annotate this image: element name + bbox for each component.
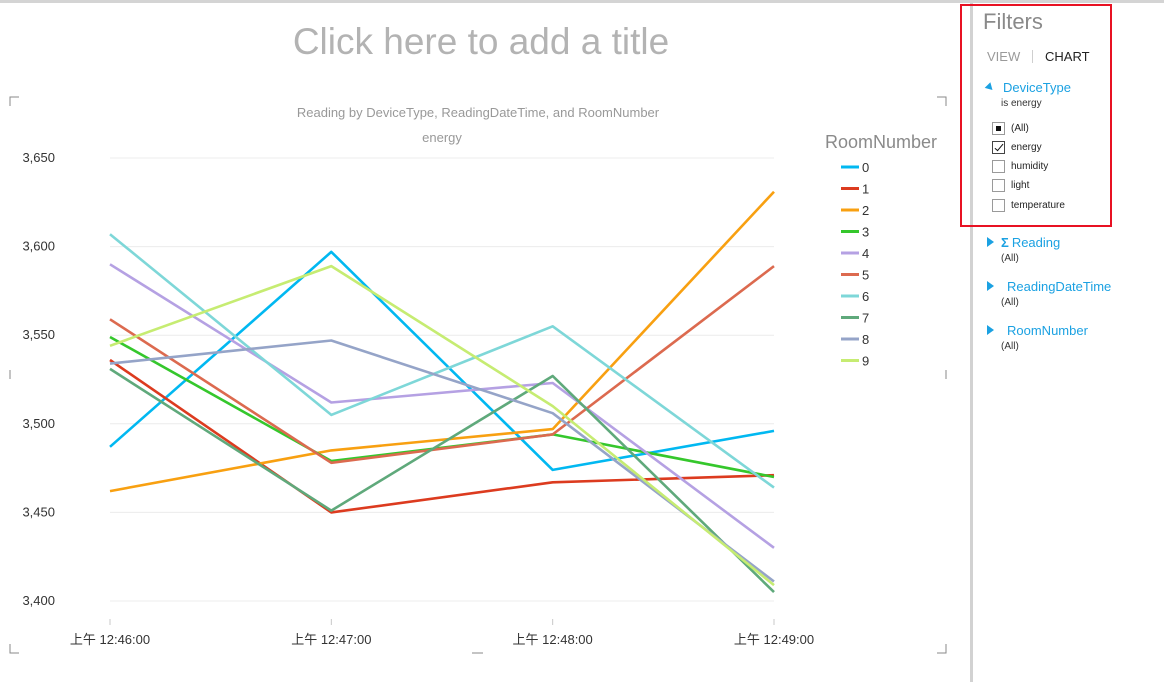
series-line-7 [109, 367, 775, 594]
selection-corner-marker [9, 644, 19, 654]
field-name: RoomNumber [1007, 322, 1088, 338]
filter-summary: (All) [1001, 341, 1019, 352]
legend-label: 3 [862, 225, 869, 240]
expand-triangle-icon[interactable] [987, 237, 994, 247]
filters-pane: Filters VIEW CHART DeviceType is energy … [973, 3, 1164, 682]
legend-label: 0 [862, 160, 869, 175]
option-label: light [1011, 179, 1030, 191]
legend-label: 5 [862, 268, 869, 283]
sigma-icon: Σ [1001, 234, 1009, 250]
title-placeholder[interactable]: Click here to add a title [292, 21, 670, 62]
option-label: humidity [1011, 160, 1049, 172]
series-line-4 [109, 263, 775, 549]
series-line-5 [109, 265, 775, 465]
chart-title: Reading by DeviceType, ReadingDateTime, … [297, 105, 660, 120]
legend-label: 1 [862, 182, 869, 197]
checkbox-icon[interactable] [992, 178, 1005, 192]
expand-triangle-icon[interactable] [987, 281, 994, 291]
series-line-0 [109, 250, 775, 472]
series-line-1 [109, 358, 775, 514]
legend-title: RoomNumber [825, 132, 937, 152]
filter-field-reading[interactable]: Σ Reading [985, 233, 1060, 251]
filter-summary: is energy [1001, 98, 1042, 109]
legend-label: 8 [862, 332, 869, 347]
y-tick-label: 3,550 [22, 327, 55, 342]
option-label: temperature [1011, 199, 1065, 211]
field-name: ReadingDateTime [1007, 278, 1112, 294]
option-label: energy [1011, 141, 1042, 153]
filters-title: Filters [983, 9, 1043, 34]
filter-field-devicetype[interactable]: DeviceType [984, 78, 1071, 96]
filter-option-temperature[interactable]: temperature [992, 197, 1065, 213]
filter-field-roomnumber[interactable]: RoomNumber [985, 321, 1088, 339]
y-tick-label: 3,650 [22, 150, 55, 165]
x-tick-label: 上午 12:46:00 [70, 632, 150, 647]
y-tick-label: 3,600 [22, 239, 55, 254]
expand-triangle-icon[interactable] [987, 325, 994, 335]
legend-label: 6 [862, 289, 869, 304]
filter-option-humidity[interactable]: humidity [992, 158, 1048, 174]
selection-corner-marker [9, 96, 19, 106]
highlight-box [960, 4, 1112, 227]
checkbox-icon[interactable] [992, 198, 1005, 212]
x-tick-label: 上午 12:49:00 [734, 632, 814, 647]
filter-option-light[interactable]: light [992, 177, 1029, 193]
top-border [0, 0, 1164, 3]
series-line-8 [109, 339, 775, 583]
pane-separator[interactable] [970, 3, 973, 682]
chart-subtitle: energy [422, 130, 462, 145]
checkbox-icon[interactable] [992, 159, 1005, 173]
filter-summary: (All) [1001, 253, 1019, 264]
series-line-2 [109, 190, 775, 493]
filter-option-all[interactable]: (All) [992, 120, 1029, 136]
filter-summary: (All) [1001, 297, 1019, 308]
selection-corner-marker [937, 644, 947, 654]
filter-option-energy[interactable]: energy [992, 139, 1042, 155]
tab-chart[interactable]: CHART [1045, 49, 1090, 64]
report-canvas[interactable]: Click here to add a title Reading by Dev… [0, 3, 970, 682]
line-chart[interactable]: Reading by DeviceType, ReadingDateTime, … [0, 3, 970, 682]
option-label: (All) [1011, 122, 1029, 134]
legend-label: 7 [862, 311, 869, 326]
checkbox-partial-icon[interactable] [992, 121, 1005, 135]
legend-label: 4 [862, 246, 869, 261]
legend-label: 2 [862, 203, 869, 218]
checkbox-checked-icon[interactable] [992, 140, 1005, 154]
y-tick-label: 3,450 [22, 504, 55, 519]
y-tick-label: 3,400 [22, 593, 55, 608]
series-line-9 [109, 264, 775, 587]
tab-view[interactable]: VIEW [987, 49, 1021, 64]
field-name: Reading [1011, 234, 1061, 250]
y-tick-label: 3,500 [22, 416, 55, 431]
selection-corner-marker [937, 96, 947, 106]
series-line-6 [109, 233, 775, 489]
field-name: DeviceType [1003, 79, 1071, 95]
collapse-triangle-icon[interactable] [984, 81, 996, 93]
tab-divider [1032, 50, 1033, 63]
x-tick-label: 上午 12:47:00 [291, 632, 371, 647]
legend-label: 9 [862, 354, 869, 369]
filter-field-readingdatetime[interactable]: ReadingDateTime [985, 277, 1111, 295]
x-tick-label: 上午 12:48:00 [513, 632, 593, 647]
